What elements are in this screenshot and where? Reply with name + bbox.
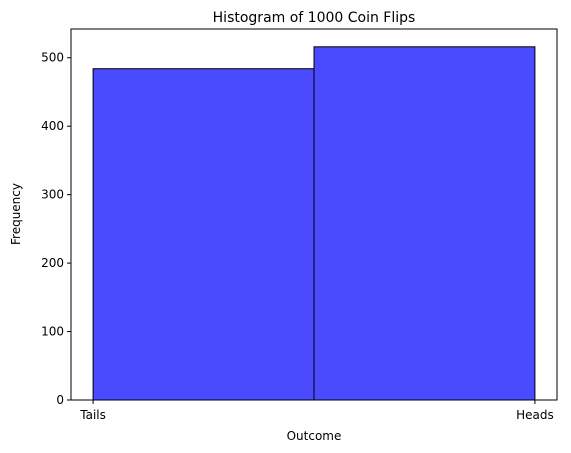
y-tick-label: 100 — [41, 325, 64, 339]
bars-group — [92, 46, 536, 401]
y-axis-label: Frequency — [9, 183, 23, 245]
histogram-bar-1 — [92, 68, 315, 401]
y-tick-label: 0 — [56, 393, 64, 407]
histogram-bar-2 — [313, 46, 536, 401]
x-tick-label-tails: Tails — [79, 408, 106, 422]
y-tick-label: 400 — [41, 119, 64, 133]
y-tick-label: 200 — [41, 256, 64, 270]
chart-title: Histogram of 1000 Coin Flips — [213, 10, 416, 26]
y-tick-label: 300 — [41, 188, 64, 202]
x-tick-label-heads: Heads — [516, 408, 554, 422]
x-axis: Tails Heads — [79, 400, 554, 422]
x-axis-label: Outcome — [287, 429, 342, 443]
plot-frame — [70, 28, 558, 401]
y-axis: 0 100 200 300 400 500 — [41, 51, 71, 407]
y-tick-label: 500 — [41, 51, 64, 65]
